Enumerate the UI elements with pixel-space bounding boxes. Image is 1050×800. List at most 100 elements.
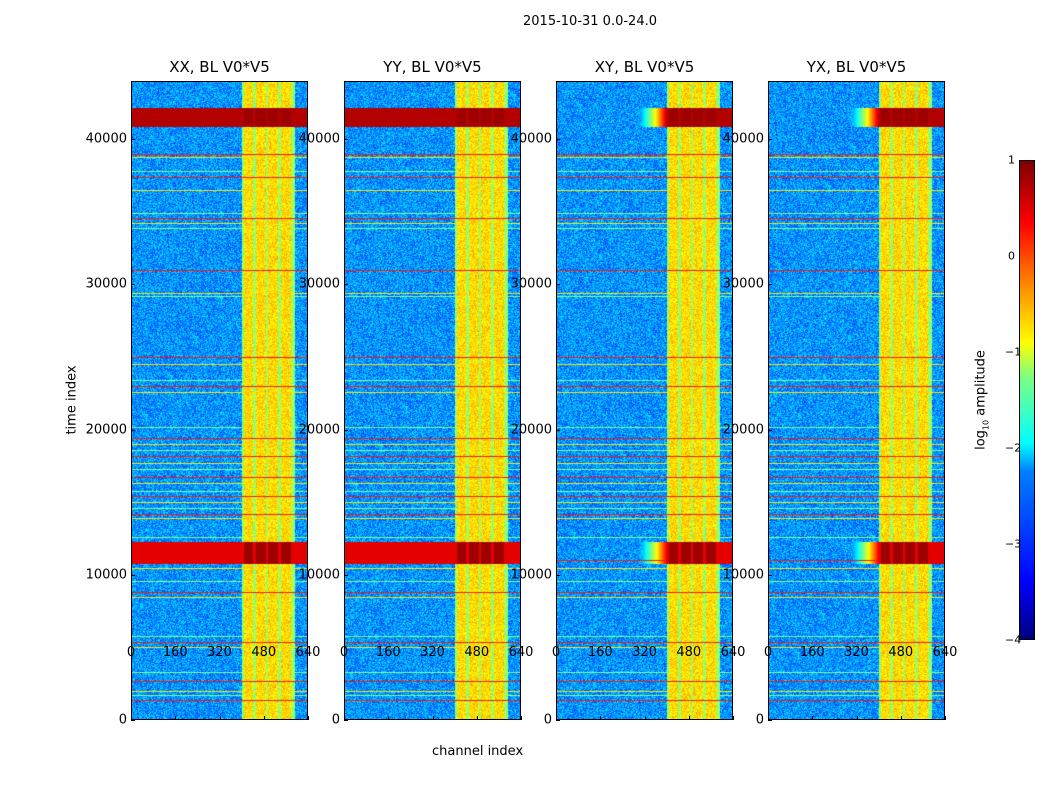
x-tick-mark	[521, 716, 522, 720]
y-tick-mark	[131, 284, 135, 286]
y-tick-label: 0	[755, 712, 764, 728]
y-tick-label: 20000	[298, 422, 340, 438]
heatmap-image	[768, 81, 945, 720]
x-tick-mark	[945, 716, 946, 720]
figure-title: 2015-10-31 0.0-24.0	[523, 14, 657, 29]
x-tick-label: 160	[162, 645, 188, 660]
x-tick-mark	[733, 716, 734, 720]
y-tick-label: 20000	[510, 422, 552, 438]
y-tick-mark	[344, 720, 348, 721]
x-tick-mark	[644, 716, 646, 720]
axes-frame	[556, 81, 733, 720]
y-tick-mark	[556, 139, 560, 141]
x-tick-mark	[476, 716, 478, 720]
y-tick-label: 0	[331, 712, 340, 728]
x-tick-mark	[812, 716, 814, 720]
panel-title: YX, BL V0*V5	[806, 58, 907, 76]
x-tick-label: 640	[508, 645, 534, 660]
y-tick-mark	[344, 284, 348, 286]
y-tick-mark	[768, 139, 772, 141]
colorbar-tick-label: −2	[1005, 441, 1022, 455]
heatmap-image	[556, 81, 733, 720]
y-tick-label: 40000	[722, 131, 764, 147]
x-tick-mark	[600, 716, 602, 720]
colorbar-tick-label: 1	[1008, 153, 1015, 167]
colorbar-tick-label: −3	[1005, 537, 1022, 551]
x-tick-label: 640	[295, 645, 321, 660]
y-tick-label: 0	[543, 712, 552, 728]
y-tick-mark	[131, 429, 135, 431]
y-tick-mark	[768, 429, 772, 431]
y-tick-mark	[556, 720, 560, 721]
y-tick-label: 40000	[298, 131, 340, 147]
y-tick-mark	[131, 139, 135, 141]
y-tick-label: 10000	[510, 567, 552, 583]
x-tick-label: 480	[464, 645, 490, 660]
y-tick-label: 10000	[722, 567, 764, 583]
y-tick-mark	[344, 574, 348, 576]
x-tick-label: 160	[799, 645, 825, 660]
y-tick-label: 20000	[85, 422, 127, 438]
x-tick-label: 320	[207, 645, 232, 660]
x-tick-mark	[432, 716, 434, 720]
x-tick-mark	[219, 716, 221, 720]
x-tick-mark	[900, 716, 902, 720]
x-tick-label: 640	[932, 645, 958, 660]
x-tick-mark	[308, 716, 309, 720]
x-tick-label: 320	[632, 645, 657, 660]
x-tick-label: 640	[720, 645, 746, 660]
y-tick-mark	[344, 139, 348, 141]
x-tick-mark	[688, 716, 690, 720]
x-tick-mark	[344, 716, 345, 720]
colorbar-label: log10 amplitude	[973, 350, 991, 450]
y-tick-label: 30000	[722, 276, 764, 292]
y-tick-mark	[344, 429, 348, 431]
heatmap-panel-3: XY, BL V0*V5	[556, 58, 733, 720]
y-tick-label: 30000	[298, 276, 340, 292]
y-tick-label: 30000	[510, 276, 552, 292]
y-tick-label: 20000	[722, 422, 764, 438]
y-tick-mark	[131, 720, 135, 721]
x-tick-label: 320	[420, 645, 445, 660]
y-tick-label: 40000	[510, 131, 552, 147]
y-tick-mark	[556, 429, 560, 431]
y-tick-label: 30000	[85, 276, 127, 292]
y-tick-mark	[768, 284, 772, 286]
y-tick-label: 0	[118, 712, 127, 728]
x-tick-mark	[556, 716, 557, 720]
x-tick-label: 480	[676, 645, 702, 660]
y-tick-label: 10000	[298, 567, 340, 583]
x-tick-label: 0	[339, 645, 349, 660]
y-tick-label: 10000	[85, 567, 127, 583]
y-tick-mark	[556, 284, 560, 286]
heatmap-panel-1: XX, BL V0*V5	[131, 58, 308, 720]
x-axis-label: channel index	[432, 744, 524, 759]
x-tick-label: 160	[587, 645, 613, 660]
y-tick-mark	[556, 574, 560, 576]
x-tick-mark	[388, 716, 390, 720]
x-tick-mark	[768, 716, 769, 720]
x-tick-label: 0	[763, 645, 773, 660]
colorbar-tick-label: 0	[1008, 249, 1015, 263]
x-tick-mark	[175, 716, 177, 720]
x-tick-label: 0	[551, 645, 561, 660]
panel-title: YY, BL V0*V5	[383, 58, 482, 76]
x-tick-mark	[856, 716, 858, 720]
x-tick-label: 480	[888, 645, 914, 660]
heatmap-image	[131, 81, 308, 720]
x-tick-label: 0	[126, 645, 136, 660]
y-tick-label: 40000	[85, 131, 127, 147]
heatmap-image	[344, 81, 521, 720]
x-tick-label: 480	[251, 645, 277, 660]
axes-frame	[131, 81, 308, 720]
x-tick-mark	[263, 716, 265, 720]
axes-frame	[344, 81, 521, 720]
x-tick-mark	[131, 716, 132, 720]
x-tick-label: 160	[375, 645, 401, 660]
axes-frame	[768, 81, 945, 720]
colorbar-tick-label: −1	[1005, 345, 1022, 359]
heatmap-panel-4: YX, BL V0*V5	[768, 58, 945, 720]
y-tick-mark	[768, 574, 772, 576]
colorbar	[1019, 160, 1035, 640]
